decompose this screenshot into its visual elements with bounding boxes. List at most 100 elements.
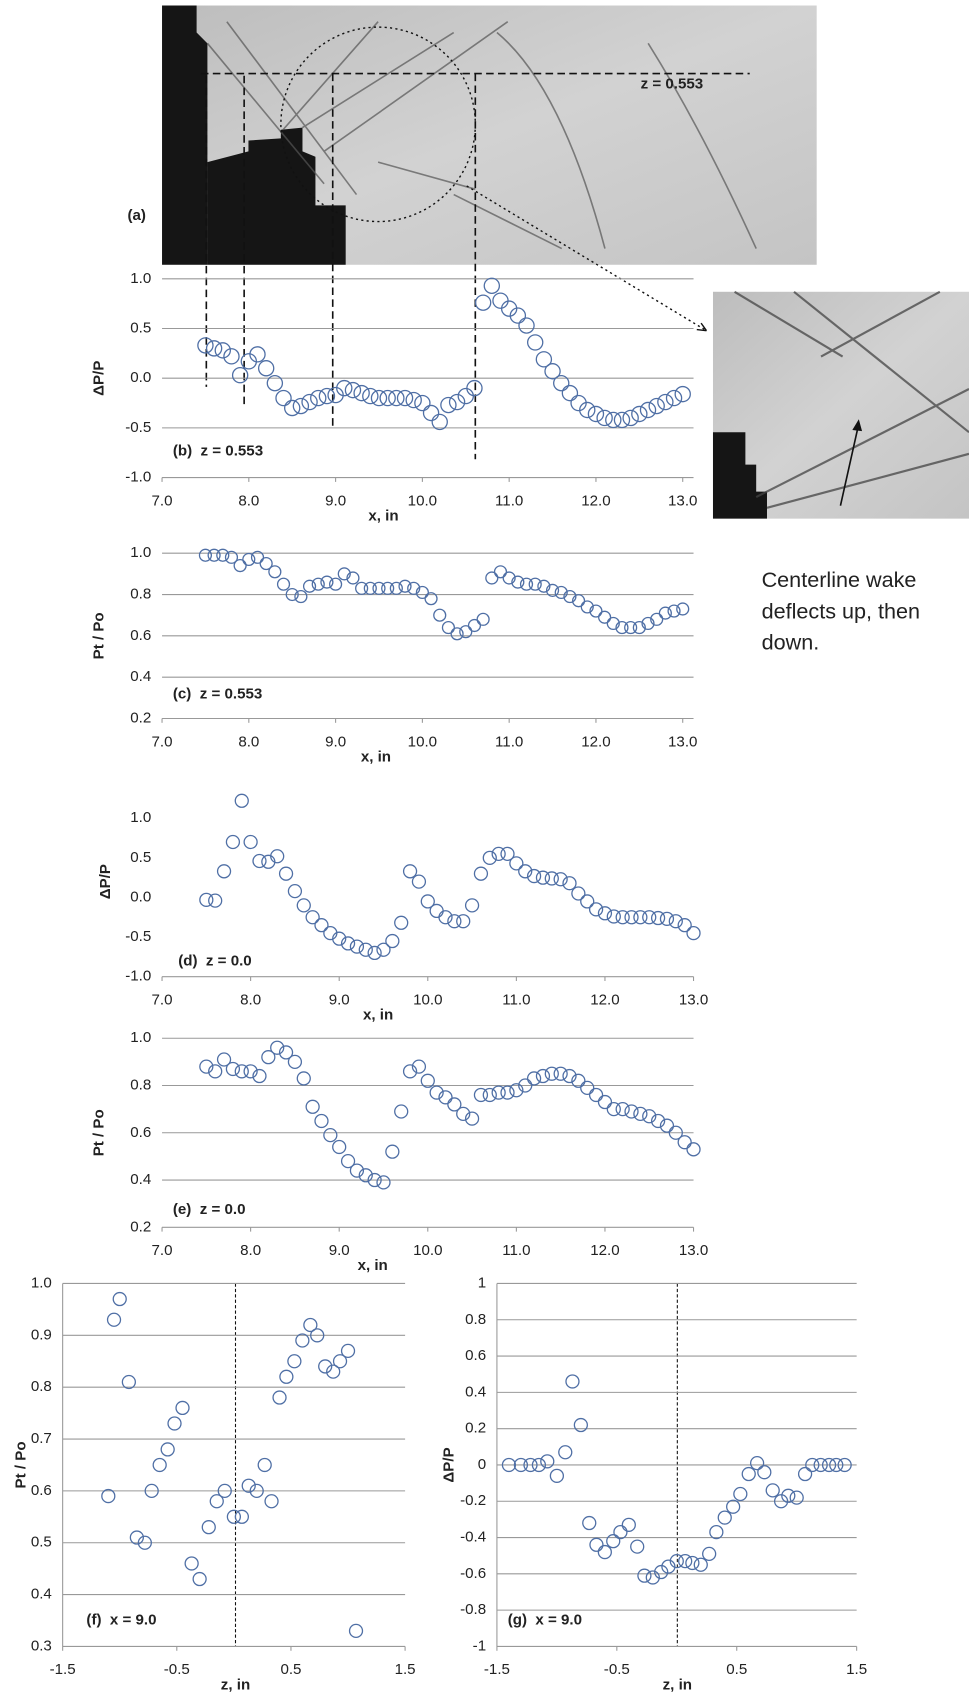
data-point <box>305 1099 320 1114</box>
data-point <box>217 1483 232 1499</box>
callout: Centerline wake deflects up, then down. <box>762 567 920 655</box>
data-point <box>450 627 464 641</box>
x-tick-label: 13.0 <box>679 991 708 1008</box>
data-point <box>106 1312 122 1327</box>
data-point <box>518 864 533 879</box>
data-point <box>535 351 553 368</box>
x-tick-label: 8.0 <box>238 733 259 750</box>
x-tick-label: 13.0 <box>679 1242 708 1259</box>
data-point <box>340 1343 356 1359</box>
data-point <box>580 894 595 909</box>
data-point <box>332 1139 347 1155</box>
data-point <box>332 1354 348 1369</box>
data-point <box>415 585 429 600</box>
y-tick-label: 0.8 <box>31 1378 52 1395</box>
data-point <box>234 1064 249 1079</box>
data-point <box>440 396 457 414</box>
data-point <box>582 1515 597 1531</box>
data-point <box>287 1054 303 1070</box>
y-tick-label: -0.5 <box>125 419 151 436</box>
data-point <box>813 1457 828 1473</box>
data-point <box>208 1064 223 1079</box>
data-point <box>287 883 303 899</box>
panel-label: (c) z = 0.553 <box>173 686 262 703</box>
data-point <box>385 933 400 949</box>
data-point <box>686 1142 701 1157</box>
data-point <box>513 1457 529 1473</box>
data-point <box>457 387 474 405</box>
y-tick-label: 0.6 <box>465 1347 486 1364</box>
data-point <box>216 548 230 562</box>
x-tick-label: 11.0 <box>495 733 523 750</box>
data-point <box>562 876 577 891</box>
data-point <box>482 850 497 865</box>
y-axis-label: ΔP/P <box>97 864 114 899</box>
x-axis-label: x, in <box>363 1007 393 1024</box>
data-point <box>572 594 586 608</box>
data-point <box>659 911 675 926</box>
data-point <box>677 1135 692 1150</box>
callout-arrow <box>839 423 860 506</box>
data-point <box>483 277 501 294</box>
data-point <box>340 1153 356 1169</box>
data-point <box>598 610 612 624</box>
data-point <box>565 1374 580 1389</box>
data-point <box>757 1465 772 1480</box>
data-point <box>429 903 444 919</box>
y-tick-label: 0.2 <box>130 1218 151 1235</box>
data-point <box>563 590 577 604</box>
data-point <box>630 1539 645 1554</box>
y-axis-label: ΔP/P <box>440 1447 457 1482</box>
data-point <box>379 389 396 407</box>
data-point <box>447 914 462 929</box>
y-tick-label: -0.8 <box>460 1601 486 1618</box>
data-point <box>749 1456 765 1471</box>
y-tick-label: 1.0 <box>130 1029 151 1046</box>
data-point <box>381 581 395 595</box>
data-point <box>311 577 325 591</box>
y-tick-label: -0.6 <box>460 1565 486 1582</box>
panel-label: (f) x = 9.0 <box>86 1612 156 1629</box>
x-tick-label: 11.0 <box>502 1242 530 1259</box>
data-point <box>225 834 241 850</box>
data-point <box>249 1483 264 1499</box>
data-point <box>621 1517 636 1532</box>
data-point <box>250 550 265 564</box>
data-point <box>101 1488 116 1504</box>
data-point <box>467 618 482 633</box>
data-point <box>292 397 310 415</box>
data-point <box>261 1050 276 1065</box>
data-point <box>201 1520 216 1535</box>
data-point <box>398 579 412 593</box>
y-tick-label: 1.0 <box>31 1274 52 1291</box>
data-point <box>474 294 492 311</box>
data-point <box>270 1040 285 1055</box>
data-point <box>526 334 544 351</box>
zoom-pointer-head <box>696 322 708 332</box>
y-tick-label: 1.0 <box>130 809 151 826</box>
x-tick-label: 11.0 <box>495 492 523 509</box>
data-point <box>396 389 414 407</box>
data-point <box>422 404 440 422</box>
x-tick-label: 10.0 <box>413 1242 442 1259</box>
x-tick-label: 10.0 <box>408 492 437 509</box>
data-point <box>429 1085 444 1100</box>
data-point <box>332 931 347 946</box>
y-axis-label: ΔP/P <box>90 361 107 396</box>
data-point <box>389 581 403 595</box>
data-point <box>320 575 334 589</box>
data-point <box>661 1559 676 1574</box>
data-point <box>558 1445 573 1460</box>
y-tick-label: 0.7 <box>31 1430 52 1447</box>
data-point <box>781 1488 796 1503</box>
data-point <box>278 866 294 881</box>
data-point <box>438 910 453 925</box>
data-point <box>531 1457 547 1473</box>
data-point <box>686 925 701 941</box>
data-point <box>314 918 329 933</box>
zoom-pointer <box>466 185 707 332</box>
data-point <box>318 387 336 405</box>
data-point <box>650 1113 666 1129</box>
data-point <box>121 1374 136 1390</box>
data-point <box>561 384 579 402</box>
